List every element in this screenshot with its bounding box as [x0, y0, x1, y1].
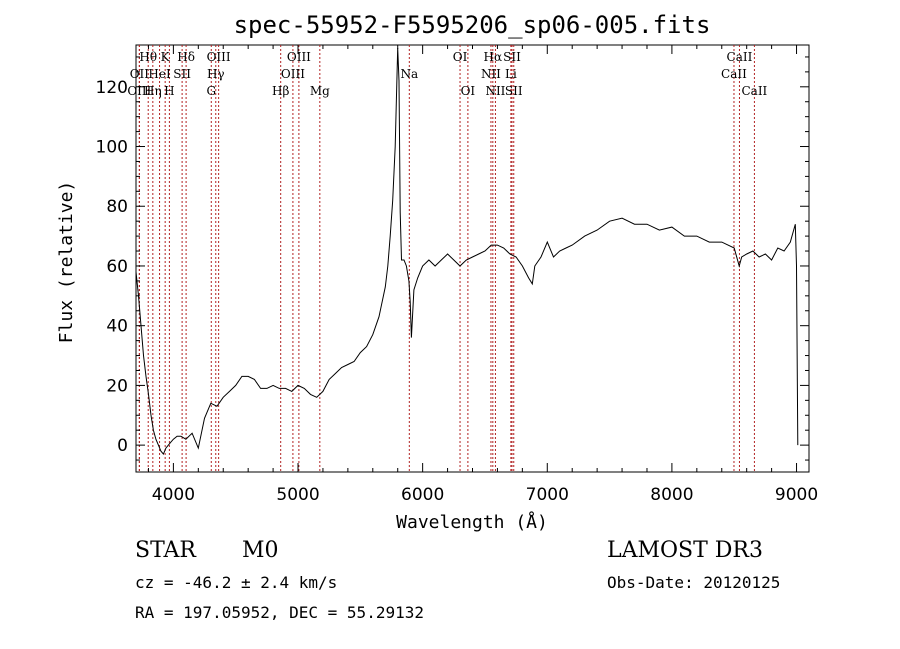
spectral-line-label: CaII	[727, 50, 753, 64]
x-tick-label: 9000	[775, 485, 818, 505]
spectral-line-label: Hδ	[177, 50, 195, 64]
spectral-line-label: HeI	[148, 67, 171, 81]
spectral-line-label: G	[206, 84, 216, 98]
observation-date: Obs-Date: 20120125	[607, 573, 781, 592]
x-axis-label: Wavelength (Å)	[396, 511, 548, 533]
spectral-line-label: NII	[481, 67, 501, 81]
y-tick-label: 20	[106, 376, 128, 396]
spectral-line-label: H	[164, 84, 174, 98]
spectral-line-label: CaII	[721, 67, 747, 81]
spectral-line-label: OIII	[281, 67, 305, 81]
y-tick-label: 80	[106, 197, 128, 217]
y-axis-label: Flux (relative)	[56, 181, 77, 344]
object-class: STAR	[135, 538, 196, 563]
spectrum-plot: spec-55952-F5595206_sp06-005.fits Hθ OII O…	[56, 11, 818, 533]
survey-name: LAMOST DR3	[607, 538, 763, 563]
x-tick-label: 6000	[401, 485, 444, 505]
spectral-line-label: OI	[461, 84, 476, 98]
spectral-line-labels: Hθ OII OIII K HeI Hη SII H Hδ OIII Hγ G OIII OIII Hβ Mg…	[127, 50, 767, 98]
spectral-line-label: K	[161, 50, 171, 64]
object-subclass: M0	[242, 538, 279, 563]
spectral-line-label: Hγ	[207, 67, 225, 81]
spectral-line-label: SII	[173, 67, 191, 81]
spectral-line-label: OIII	[207, 50, 231, 64]
y-tick-label: 60	[106, 257, 128, 277]
spectral-line-label: OIII	[127, 84, 151, 98]
chart-title: spec-55952-F5595206_sp06-005.fits	[234, 11, 711, 39]
y-tick-label: 120	[96, 78, 128, 98]
spectral-line-label: Na	[400, 67, 418, 81]
spectral-line-label: Li	[505, 67, 517, 81]
spectral-line-label: Hα	[484, 50, 503, 64]
spectrum-line	[135, 47, 799, 456]
spectral-line-label: SII	[503, 50, 521, 64]
x-tick-label: 4000	[152, 485, 195, 505]
coordinates: RA = 197.05952, DEC = 55.29132	[135, 603, 424, 622]
y-tick-label: 40	[106, 317, 128, 337]
spectral-line-label: Hθ	[139, 50, 157, 64]
y-axis-ticks: 0 20 40 60 80 100 120	[96, 56, 809, 461]
spectral-line-label: Mg	[310, 84, 330, 98]
y-tick-label: 0	[117, 436, 128, 456]
spectral-line-label: Hη	[144, 84, 162, 98]
spectral-line-markers	[138, 45, 755, 472]
x-axis-ticks: 4000 5000 6000 7000 8000 9000	[147, 45, 818, 505]
x-tick-label: 5000	[276, 485, 319, 505]
spectral-line-label: SII	[505, 84, 523, 98]
spectral-line-label: OII	[130, 67, 150, 81]
y-tick-label: 100	[96, 138, 128, 158]
plot-frame	[135, 44, 810, 473]
redshift-cz: cz = -46.2 ± 2.4 km/s	[135, 573, 338, 592]
spectral-line-label: CaII	[741, 84, 767, 98]
spectral-line-label: Hβ	[272, 84, 289, 98]
x-tick-label: 8000	[650, 485, 693, 505]
spectral-line-label: OIII	[287, 50, 311, 64]
spectral-line-label: OI	[453, 50, 468, 64]
x-tick-label: 7000	[526, 485, 569, 505]
spectral-line-label: NII	[485, 84, 505, 98]
